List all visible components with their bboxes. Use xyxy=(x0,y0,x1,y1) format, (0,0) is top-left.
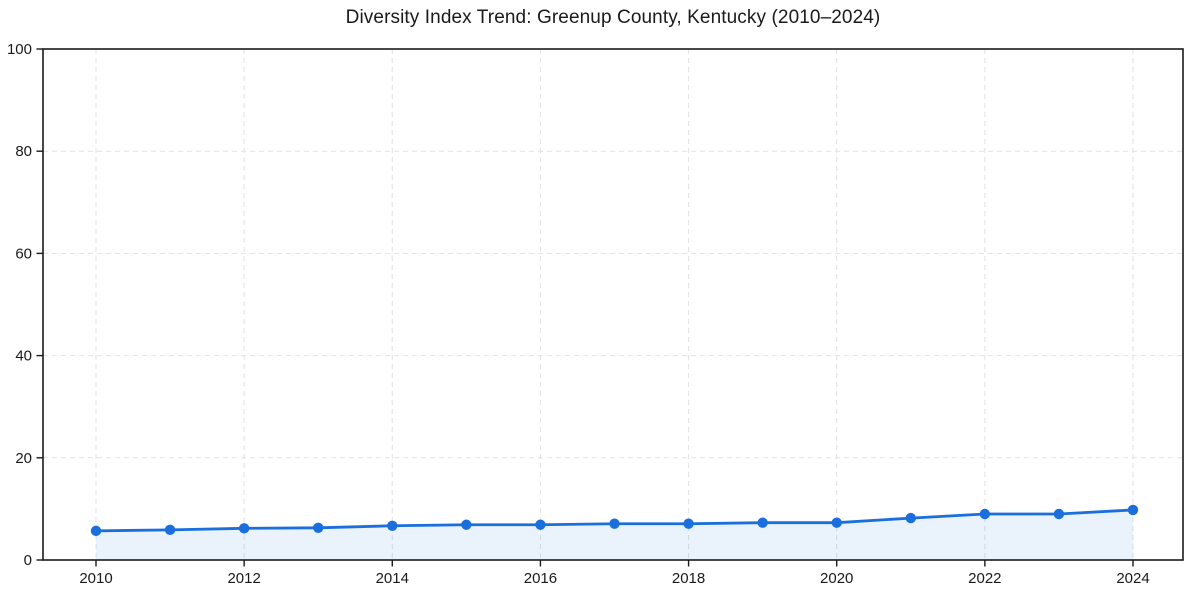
data-point-marker xyxy=(979,508,991,520)
data-point-marker xyxy=(831,517,842,528)
data-point-marker xyxy=(905,512,916,524)
axes-frame xyxy=(42,48,1184,561)
x-tick-label: 2014 xyxy=(376,570,409,587)
y-tick-label: 80 xyxy=(15,143,32,160)
y-tick-label: 20 xyxy=(15,450,32,467)
chart-title: Diversity Index Trend: Greenup County, K… xyxy=(345,7,881,28)
data-point-marker xyxy=(387,520,398,531)
data-point-marker xyxy=(535,519,546,530)
y-tick-label: 0 xyxy=(24,552,32,569)
data-point-marker xyxy=(683,518,694,529)
x-tick-label: 2016 xyxy=(524,570,557,587)
data-point-marker xyxy=(609,518,620,529)
data-point-marker xyxy=(313,522,324,534)
x-tick-label: 2018 xyxy=(672,570,705,587)
area-fill xyxy=(96,509,1133,560)
data-point-marker xyxy=(1053,508,1065,520)
data-point-marker xyxy=(461,519,472,530)
x-tick-label: 2010 xyxy=(79,570,112,587)
x-tick-label: 2024 xyxy=(1116,570,1149,587)
data-point-marker xyxy=(757,517,768,528)
data-point-marker xyxy=(164,524,176,536)
x-tick-label: 2020 xyxy=(820,570,853,587)
y-tick-label: 60 xyxy=(15,245,32,262)
x-tick-label: 2022 xyxy=(968,570,1001,587)
data-point-marker xyxy=(90,525,102,537)
y-tick-label: 40 xyxy=(15,348,32,365)
data-point-marker xyxy=(238,523,250,534)
y-tick-label: 100 xyxy=(7,41,32,58)
data-point-marker xyxy=(1127,504,1139,516)
x-tick-label: 2012 xyxy=(227,570,260,587)
